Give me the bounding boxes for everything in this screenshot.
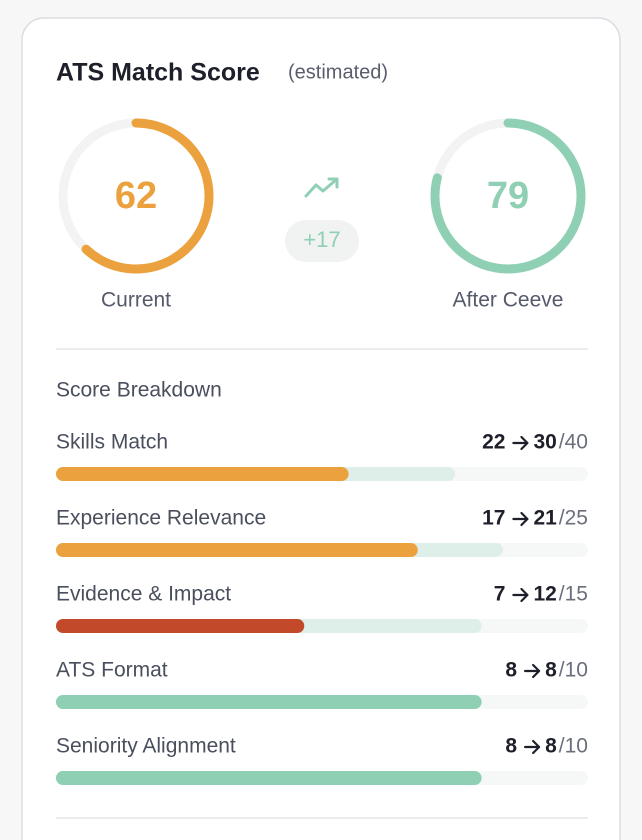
row-max: /40 [559, 431, 588, 454]
row-to: 8 [545, 659, 557, 682]
row-to: 21 [533, 507, 557, 530]
bar-current [56, 467, 349, 481]
title: ATS Match Score [56, 59, 260, 87]
delta: +17 [303, 227, 340, 252]
row-from: 7 [494, 583, 506, 606]
row-to: 30 [533, 431, 556, 454]
row-max: /10 [559, 735, 588, 758]
delta-pill [285, 220, 359, 262]
row-from: 8 [505, 659, 517, 682]
row-name: Skills Match [56, 431, 168, 454]
row-max: /15 [559, 583, 588, 606]
subtitle: (estimated) [288, 61, 388, 83]
bar-current [56, 543, 418, 557]
arrow-icon [512, 511, 529, 527]
gauge-value: 62 [115, 175, 157, 217]
row-from: 22 [482, 431, 505, 454]
row-from: 17 [482, 507, 505, 530]
bar-current [56, 771, 482, 785]
row-from: 8 [505, 735, 517, 758]
row-name: Experience Relevance [56, 507, 266, 530]
card [21, 17, 621, 840]
row-max: /25 [559, 507, 588, 530]
row-max: /10 [559, 659, 588, 682]
gauge-label: Current [101, 289, 171, 312]
row-to: 8 [545, 735, 557, 758]
bar-current [56, 695, 482, 709]
row-name: Evidence & Impact [56, 583, 231, 606]
row-to: 12 [533, 583, 556, 606]
gauge-arc [81, 118, 214, 274]
arrow-icon [512, 435, 529, 451]
row-name: Seniority Alignment [56, 735, 236, 758]
section-title: Score Breakdown [56, 379, 222, 402]
trend-icon [304, 177, 339, 198]
gauge-value: 79 [487, 175, 529, 217]
row-name: ATS Format [56, 659, 168, 682]
arrow-icon [512, 587, 529, 603]
gauge-arc [430, 118, 586, 274]
arrow-icon [524, 663, 541, 679]
bar-current [56, 619, 305, 633]
arrow-icon [524, 739, 541, 755]
gauge-label: After Ceeve [453, 289, 564, 312]
